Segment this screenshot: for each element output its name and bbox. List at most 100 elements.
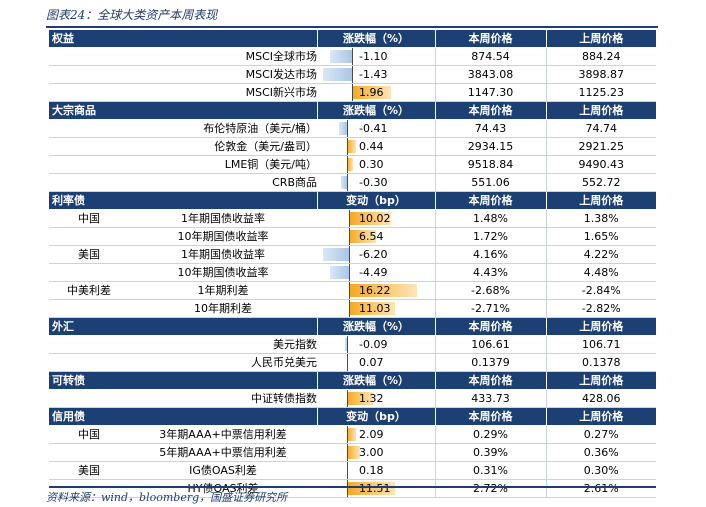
zero-axis: [351, 66, 353, 83]
change-bar: [349, 302, 396, 316]
change-value: -0.41: [359, 122, 388, 136]
row-group: [49, 443, 129, 463]
current-price-column-header: 本周价格: [434, 191, 546, 211]
change-value: 11.03: [359, 302, 391, 316]
change-bar: [329, 50, 352, 64]
previous-price-column-header: 上周价格: [545, 191, 656, 211]
zero-axis: [347, 354, 348, 371]
title-rule: [46, 26, 658, 28]
change-bar: [323, 248, 350, 262]
change-cell: 6.54: [317, 227, 435, 247]
change-bar: [323, 68, 352, 82]
zero-axis: [347, 138, 348, 155]
change-value: -0.30: [359, 176, 388, 190]
change-cell: 10.02: [317, 209, 435, 229]
zero-axis: [349, 282, 351, 299]
current-price: 2934.15: [434, 137, 546, 157]
previous-price-column-header: 上周价格: [545, 101, 656, 121]
row-group: [49, 479, 129, 499]
previous-price: 2.61%: [545, 479, 656, 499]
zero-axis: [351, 48, 353, 65]
zero-axis: [349, 228, 351, 245]
zero-axis: [347, 156, 348, 173]
previous-price-column-header: 上周价格: [545, 407, 656, 427]
table-row: MSCI发达市场 -1.43 3843.08 3898.87: [49, 65, 656, 85]
row-label: 1年期国债收益率: [129, 245, 317, 265]
change-value: -0.09: [359, 338, 388, 352]
change-cell: 3.00: [317, 443, 435, 463]
change-value: 0.18: [359, 464, 384, 478]
change-value: 0.30: [359, 158, 384, 172]
previous-price: 884.24: [545, 47, 656, 67]
change-cell: -4.49: [317, 263, 435, 283]
current-price: -2.71%: [434, 299, 546, 319]
change-value: -1.43: [359, 68, 388, 82]
change-bar: [330, 266, 350, 280]
change-bar: [349, 212, 392, 226]
zero-axis: [349, 300, 351, 317]
change-bar: [345, 338, 347, 352]
change-cell: 0.07: [317, 353, 435, 373]
change-cell: -0.09: [317, 335, 435, 355]
row-group: [49, 263, 129, 283]
section-title: 大宗商品: [49, 101, 317, 121]
table-row: 美国 1年期国债收益率 -6.20 4.16% 4.22%: [49, 245, 656, 265]
table-row: 布伦特原油（美元/桶） -0.41 74.43 74.74: [49, 119, 656, 139]
change-cell: 1.96: [317, 83, 435, 103]
change-value: 0.44: [359, 140, 384, 154]
current-price: 4.16%: [434, 245, 546, 265]
row-group: 中美利差: [49, 281, 129, 301]
change-bar: [347, 392, 374, 406]
current-price: 3843.08: [434, 65, 546, 85]
change-bar: [347, 140, 356, 154]
change-bar: [338, 122, 347, 136]
previous-price: 106.71: [545, 335, 656, 355]
current-price: 874.54: [434, 47, 546, 67]
table-row: HY债OAS利差 11.51 2.72% 2.61%: [49, 479, 656, 499]
change-value: 6.54: [359, 230, 384, 244]
row-label: MSCI全球市场: [49, 47, 317, 67]
change-cell: 1.32: [317, 389, 435, 409]
table-row: 5年期AAA+中票信用利差 3.00 0.39% 0.36%: [49, 443, 656, 463]
previous-price: 9490.43: [545, 155, 656, 175]
previous-price: 552.72: [545, 173, 656, 193]
previous-price: 2921.25: [545, 137, 656, 157]
previous-price: 0.27%: [545, 425, 656, 445]
row-label: LME铜（美元/吨）: [49, 155, 317, 175]
table-row: 10年期利差 11.03 -2.71% -2.82%: [49, 299, 656, 319]
row-group: 美国: [49, 245, 129, 265]
section-header-row: 可转债 涨跌幅（%） 本周价格 上周价格: [49, 371, 656, 391]
table-row: 10年期国债收益率 6.54 1.72% 1.65%: [49, 227, 656, 247]
previous-price-column-header: 上周价格: [545, 30, 656, 49]
current-price-column-header: 本周价格: [434, 30, 546, 49]
previous-price-column-header: 上周价格: [545, 317, 656, 337]
section-header-row: 外汇 涨跌幅（%） 本周价格 上周价格: [49, 317, 656, 337]
change-column-header: 涨跌幅（%）: [316, 101, 435, 121]
current-price: 4.43%: [434, 263, 546, 283]
change-cell: 0.18: [317, 461, 435, 481]
current-price: 1.72%: [434, 227, 546, 247]
current-price: 0.39%: [434, 443, 546, 463]
change-bar: [347, 446, 360, 460]
row-label: CRB商品: [49, 173, 317, 193]
change-cell: -1.10: [317, 47, 435, 67]
row-label: 美元指数: [49, 335, 317, 355]
change-cell: 11.03: [317, 299, 435, 319]
bottom-rule: [49, 486, 656, 488]
previous-price-column-header: 上周价格: [545, 371, 656, 391]
table-row: 中国 3年期AAA+中票信用利差 2.09 0.29% 0.27%: [49, 425, 656, 445]
row-label: 1年期利差: [129, 281, 317, 301]
current-price-column-header: 本周价格: [434, 407, 546, 427]
previous-price: 4.22%: [545, 245, 656, 265]
table-row: CRB商品 -0.30 551.06 552.72: [49, 173, 656, 193]
previous-price: 4.48%: [545, 263, 656, 283]
current-price: 0.31%: [434, 461, 546, 481]
zero-axis: [349, 210, 351, 227]
zero-axis: [347, 390, 348, 407]
previous-price: 428.06: [545, 389, 656, 409]
section-title: 外汇: [49, 317, 317, 337]
row-label: MSCI新兴市场: [49, 83, 317, 103]
zero-axis: [347, 174, 348, 191]
current-price: 433.73: [434, 389, 546, 409]
change-cell: -0.30: [317, 173, 435, 193]
